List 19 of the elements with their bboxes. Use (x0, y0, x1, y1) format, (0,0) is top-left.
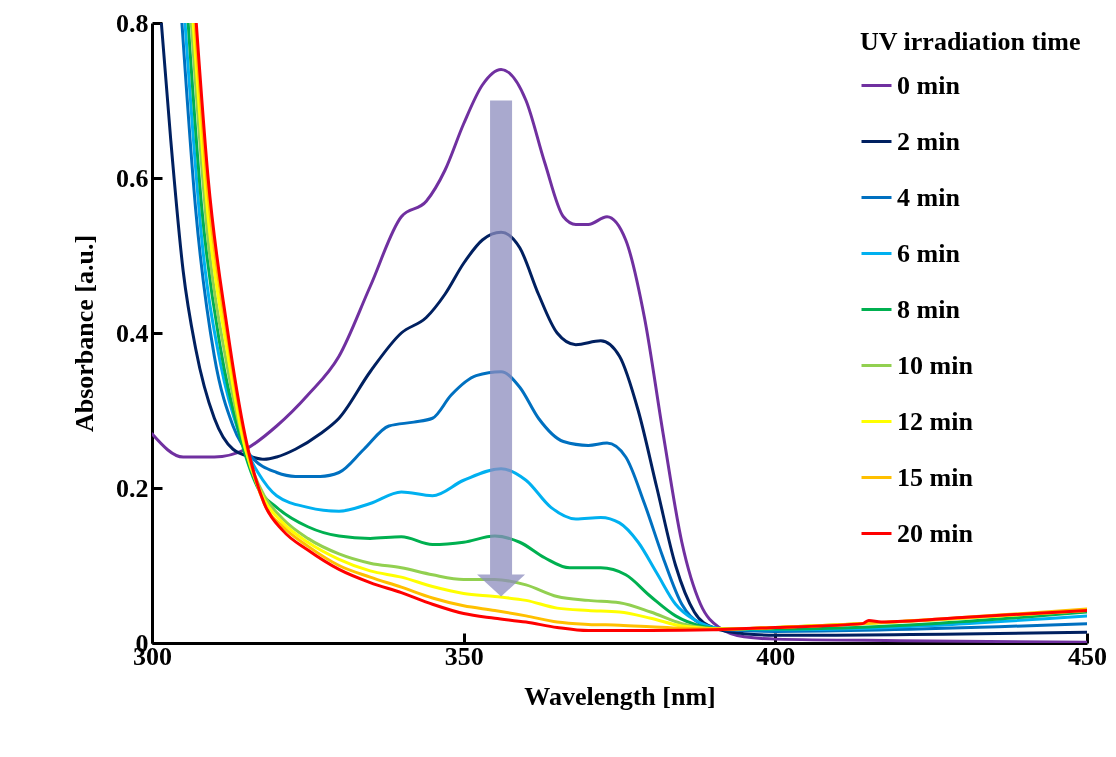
legend-label: 10 min (897, 350, 974, 380)
legend-label: 12 min (897, 406, 974, 436)
legend-label: 6 min (897, 238, 961, 268)
legend-label: 2 min (897, 126, 961, 156)
y-tick-label: 0.6 (116, 163, 149, 193)
legend-label: 20 min (897, 518, 974, 548)
x-tick-label: 400 (756, 641, 796, 671)
y-tick-label: 0.8 (116, 8, 149, 38)
x-tick-label: 450 (1068, 641, 1107, 671)
x-tick-label: 350 (444, 641, 484, 671)
y-axis-title: Absorbance [a.u.] (70, 234, 99, 433)
y-tick-label: 0.2 (116, 473, 149, 503)
legend-title: UV irradiation time (860, 27, 1081, 56)
legend-label: 4 min (897, 182, 961, 212)
legend-label: 0 min (897, 70, 961, 100)
y-tick-label: 0.4 (116, 318, 149, 348)
legend-label: 15 min (897, 462, 974, 492)
x-axis-title: Wavelength [nm] (524, 681, 716, 711)
legend-label: 8 min (897, 294, 961, 324)
